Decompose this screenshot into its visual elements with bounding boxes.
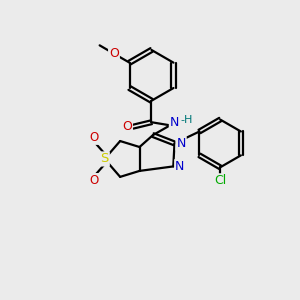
Text: S: S (100, 152, 109, 166)
Text: -H: -H (181, 115, 193, 125)
Text: O: O (109, 47, 119, 60)
Text: N: N (175, 160, 184, 173)
Text: N: N (176, 137, 186, 150)
Text: Cl: Cl (214, 174, 226, 187)
Text: O: O (122, 120, 132, 133)
Text: O: O (89, 131, 99, 144)
Text: O: O (89, 174, 99, 187)
Text: N: N (170, 116, 179, 129)
